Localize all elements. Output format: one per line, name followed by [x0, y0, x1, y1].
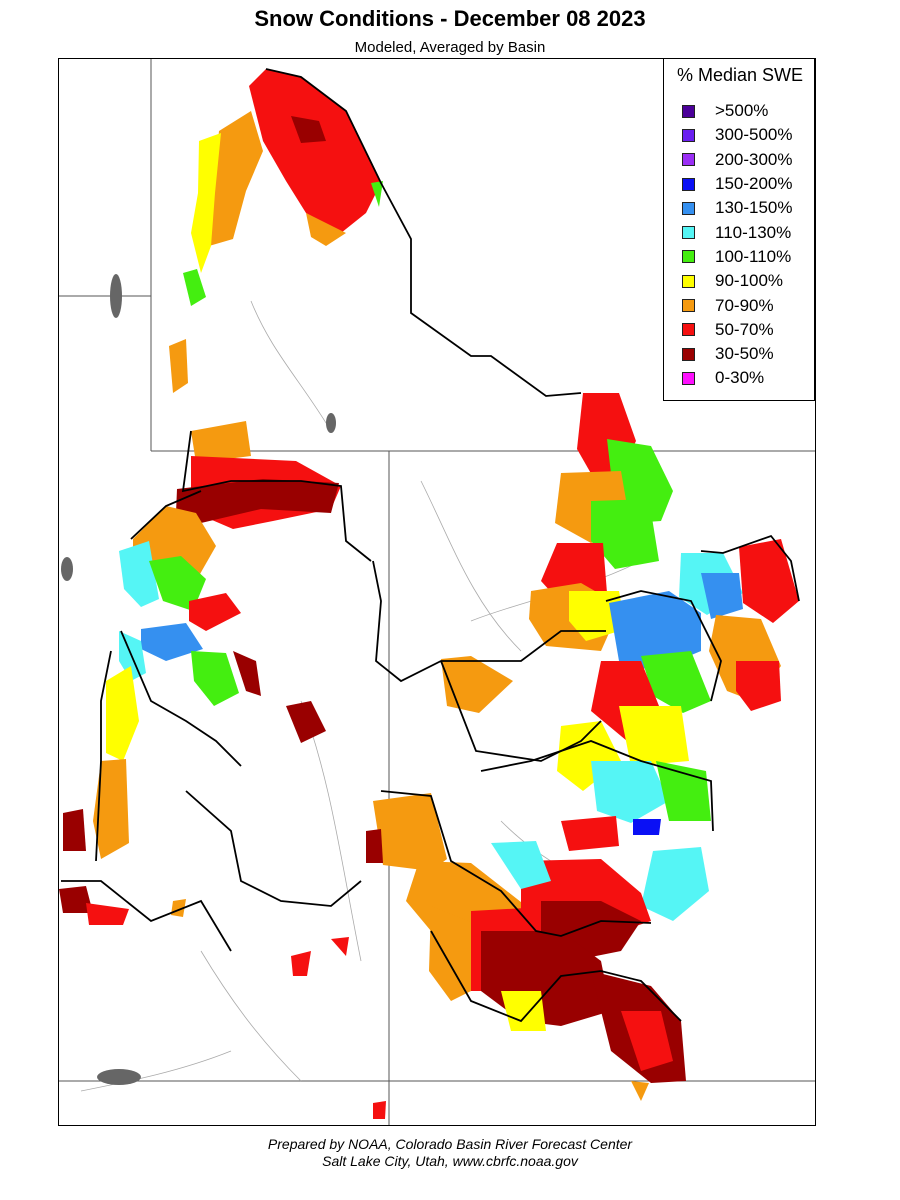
snow-areas — [59, 69, 799, 1119]
legend-swatch — [682, 201, 695, 215]
legend-swatch — [682, 323, 695, 337]
legend-item: 90-100% — [682, 269, 793, 293]
lakes — [61, 274, 336, 1085]
legend-label: 100-110% — [715, 246, 792, 266]
legend-list: >500% 300-500% 200-300% 150-200% 130-150% 110… — [682, 99, 793, 391]
legend-swatch — [682, 299, 695, 313]
legend-item: 100-110% — [682, 245, 793, 269]
legend-item: 110-130% — [682, 220, 793, 244]
legend-label: 0-30% — [715, 368, 765, 388]
legend-label: >500% — [715, 101, 769, 121]
credit-line-1: Prepared by NOAA, Colorado Basin River F… — [267, 1136, 633, 1152]
legend-label: 110-130% — [715, 222, 792, 242]
legend-label: 50-70% — [715, 319, 774, 339]
credit-line-2: Salt Lake City, Utah, www.cbrfc.noaa.gov — [322, 1153, 578, 1169]
legend-label: 300-500% — [715, 125, 793, 145]
state-boundaries — [59, 59, 815, 1125]
legend-item: 130-150% — [682, 196, 793, 220]
legend-swatch — [682, 347, 695, 361]
legend-item: 200-300% — [682, 148, 793, 172]
legend-item: 0-30% — [682, 366, 793, 390]
legend-label: 30-50% — [715, 344, 774, 364]
map-subtitle: Modeled, Averaged by Basin — [354, 39, 546, 56]
legend-item: >500% — [682, 99, 793, 123]
legend-item: 50-70% — [682, 318, 793, 342]
legend-item: 150-200% — [682, 172, 793, 196]
legend-swatch — [682, 128, 695, 142]
legend-label: 70-90% — [715, 295, 774, 315]
legend-item: 30-50% — [682, 342, 793, 366]
legend: % Median SWE >500% 300-500% 200-300% 150-20… — [663, 58, 815, 401]
legend-label: 90-100% — [715, 271, 784, 291]
legend-title: % Median SWE — [676, 65, 804, 85]
legend-swatch — [682, 274, 695, 288]
legend-swatch — [682, 153, 695, 167]
map-title: Snow Conditions - December 08 2023 — [254, 6, 646, 31]
legend-swatch — [682, 104, 695, 118]
legend-label: 130-150% — [715, 198, 793, 218]
legend-label: 150-200% — [715, 174, 793, 194]
legend-swatch — [682, 177, 695, 191]
legend-swatch — [682, 371, 695, 385]
basin-boundaries — [61, 68, 800, 1023]
legend-item: 300-500% — [682, 123, 793, 147]
map-canvas — [59, 59, 815, 1125]
legend-label: 200-300% — [715, 149, 793, 169]
legend-swatch — [682, 226, 695, 240]
legend-item: 70-90% — [682, 293, 793, 317]
legend-swatch — [682, 250, 695, 264]
